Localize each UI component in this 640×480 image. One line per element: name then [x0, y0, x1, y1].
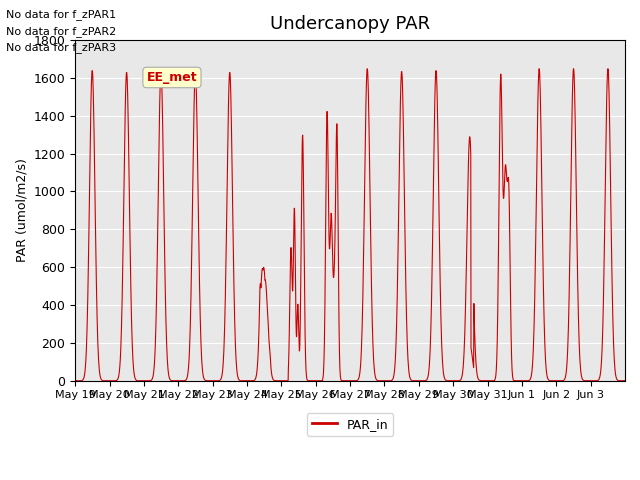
Text: No data for f_zPAR3: No data for f_zPAR3	[6, 42, 116, 53]
Title: Undercanopy PAR: Undercanopy PAR	[270, 15, 430, 33]
Legend: PAR_in: PAR_in	[307, 413, 394, 436]
Y-axis label: PAR (umol/m2/s): PAR (umol/m2/s)	[15, 158, 28, 263]
Text: No data for f_zPAR2: No data for f_zPAR2	[6, 25, 116, 36]
Text: EE_met: EE_met	[147, 71, 197, 84]
Text: No data for f_zPAR1: No data for f_zPAR1	[6, 9, 116, 20]
